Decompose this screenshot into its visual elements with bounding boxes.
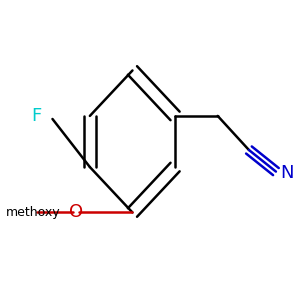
Text: F: F <box>31 107 42 125</box>
Text: N: N <box>280 164 294 182</box>
Text: O: O <box>69 203 83 221</box>
Text: methoxy: methoxy <box>6 206 60 219</box>
